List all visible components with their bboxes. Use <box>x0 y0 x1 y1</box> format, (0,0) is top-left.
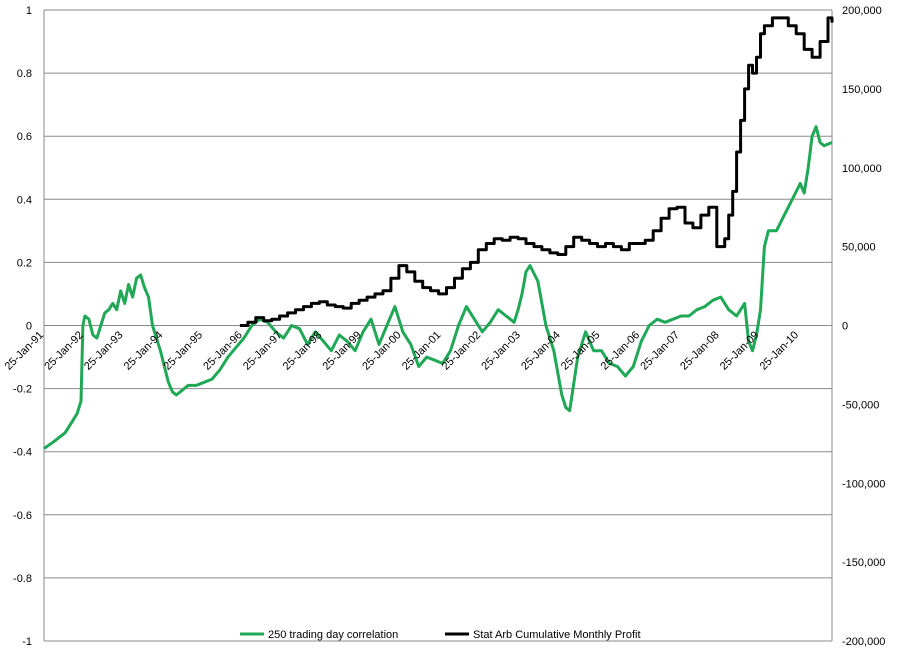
left-tick-label: 0.8 <box>17 68 32 80</box>
right-tick-label: 100,000 <box>842 163 882 175</box>
x-tick-label: 25-Jan-09 <box>718 329 762 373</box>
right-tick-label: -200,000 <box>842 636 885 648</box>
gridlines <box>43 9 833 642</box>
x-tick-label: 25-Jan-93 <box>82 329 126 373</box>
left-tick-label: -0.6 <box>13 510 32 522</box>
left-tick-label: -0.2 <box>13 384 32 396</box>
series-line-0 <box>43 125 833 450</box>
x-tick-label: 25-Jan-92 <box>42 329 86 373</box>
legend-label-1: Stat Arb Cumulative Monthly Profit <box>473 629 641 641</box>
left-tick-label: -1 <box>22 636 32 648</box>
right-tick-label: 0 <box>842 321 848 333</box>
legend: 250 trading day correlation Stat Arb Cumu… <box>240 629 641 641</box>
x-tick-label: 25-Jan-02 <box>440 329 484 373</box>
x-tick-label: 25-Jan-97 <box>241 329 285 373</box>
x-axis-ticks: 25-Jan-9125-Jan-9225-Jan-9325-Jan-9425-J… <box>3 329 802 373</box>
series-lines <box>43 16 834 450</box>
right-tick-label: 150,000 <box>842 84 882 96</box>
right-tick-label: 50,000 <box>842 242 876 254</box>
left-tick-label: 0.6 <box>17 131 32 143</box>
right-tick-label: -50,000 <box>842 399 879 411</box>
right-tick-label: -100,000 <box>842 478 885 490</box>
left-tick-label: 1 <box>26 5 32 17</box>
left-tick-label: 0 <box>26 321 32 333</box>
x-tick-label: 25-Jan-03 <box>479 329 523 373</box>
x-tick-label: 25-Jan-95 <box>162 329 206 373</box>
x-tick-label: 25-Jan-08 <box>678 329 722 373</box>
right-tick-label: 200,000 <box>842 5 882 17</box>
left-tick-label: -0.8 <box>13 573 32 585</box>
left-axis-ticks: 1 0.8 0.6 0.4 0.2 0 -0.2 -0.4 -0.6 -0.8 -1 <box>13 5 32 648</box>
legend-label-0: 250 trading day correlation <box>268 629 398 641</box>
left-tick-label: -0.4 <box>13 447 32 459</box>
right-axis-ticks: 200,000 150,000 100,000 50,000 0 -50,000 -100,… <box>842 5 885 648</box>
x-tick-label: 25-Jan-10 <box>758 329 802 373</box>
x-tick-label: 25-Jan-94 <box>122 329 166 373</box>
left-tick-label: 0.2 <box>17 257 32 269</box>
series-line-1 <box>239 16 834 327</box>
x-tick-label: 25-Jan-06 <box>599 329 643 373</box>
right-tick-label: -150,000 <box>842 557 885 569</box>
left-tick-label: 0.4 <box>17 194 32 206</box>
x-tick-label: 25-Jan-91 <box>3 329 47 373</box>
